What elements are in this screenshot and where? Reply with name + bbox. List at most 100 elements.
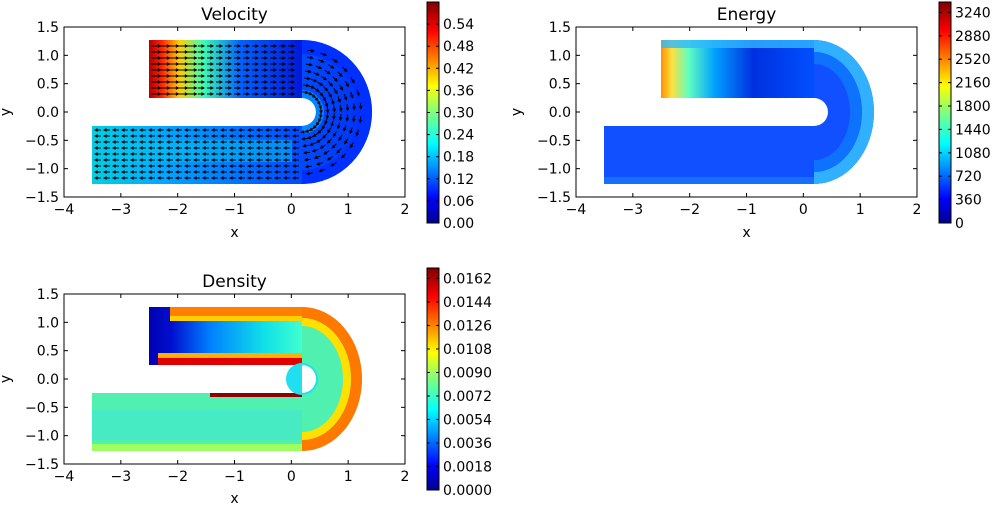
quiver-arrowhead — [111, 164, 116, 168]
quiver-arrowhead — [102, 134, 107, 138]
density-mid-wall — [158, 358, 302, 365]
colorbar-tick-label: 0.0090 — [443, 365, 492, 381]
quiver-arrowhead — [120, 158, 125, 162]
quiver-arrowhead — [291, 152, 296, 156]
quiver-arrowhead — [147, 134, 152, 138]
x-tick-label: 2 — [913, 202, 922, 218]
y-tick-label: 0.0 — [37, 372, 59, 388]
quiver-arrowhead — [156, 146, 161, 150]
quiver-arrowhead — [165, 176, 170, 180]
quiver-arrowhead — [129, 128, 134, 132]
quiver-arrowhead — [273, 92, 278, 96]
quiver-arrowhead — [201, 92, 206, 96]
velocity-field — [92, 40, 372, 184]
x-tick-label: 2 — [401, 469, 410, 485]
x-tick-label: 0 — [287, 202, 296, 218]
quiver-arrowhead — [337, 98, 341, 103]
colorbar-tick-label: 0 — [955, 216, 964, 232]
quiver-arrowhead — [228, 152, 233, 156]
quiver-arrowhead — [183, 134, 188, 138]
quiver-arrowhead — [309, 142, 314, 146]
quiver-arrowhead — [201, 170, 206, 174]
quiver-arrowhead — [183, 164, 188, 168]
quiver-arrowhead — [291, 140, 296, 144]
quiver-arrowhead — [320, 59, 325, 63]
x-tick-label: 2 — [401, 202, 410, 218]
quiver-arrowhead — [330, 162, 335, 167]
quiver-arrowhead — [264, 152, 269, 156]
quiver-arrowhead — [111, 146, 116, 150]
quiver-arrowhead — [210, 80, 215, 84]
quiver-arrowhead — [111, 170, 116, 174]
quiver-arrowhead — [183, 158, 188, 162]
x-tick-label: 0 — [287, 469, 296, 485]
quiver-arrowhead — [165, 134, 170, 138]
quiver-arrowhead — [138, 176, 143, 180]
quiver-arrowhead — [264, 128, 269, 132]
x-tick-label: −1 — [736, 202, 757, 218]
density-upper-edge2 — [170, 316, 302, 321]
velocity-ylabel: y — [0, 108, 14, 116]
quiver-arrowhead — [201, 44, 206, 48]
colorbar-tick-label: 2520 — [955, 52, 991, 68]
quiver-arrowhead — [282, 158, 287, 162]
quiver-arrowhead — [282, 134, 287, 138]
quiver-arrowhead — [111, 134, 116, 138]
quiver-arrowhead — [237, 146, 242, 150]
quiver-arrowhead — [192, 140, 197, 144]
quiver-arrowhead — [246, 134, 251, 138]
quiver-arrowhead — [273, 158, 278, 162]
quiver-arrowhead — [273, 74, 278, 78]
quiver-arrowhead — [201, 134, 206, 138]
density-lower-core — [92, 410, 302, 440]
quiver-arrowhead — [219, 74, 224, 78]
quiver-arrowhead — [183, 140, 188, 144]
quiver-arrowhead — [210, 146, 215, 150]
quiver-arrowhead — [183, 152, 188, 156]
velocity-domain-upper — [149, 40, 302, 98]
quiver-arrowhead — [264, 164, 269, 168]
quiver-arrowhead — [219, 86, 224, 90]
energy-colorbar — [938, 1, 952, 224]
colorbar-tick-label: 0.0036 — [443, 436, 492, 452]
quiver-arrowhead — [291, 80, 296, 84]
y-tick-label: 1.0 — [37, 315, 59, 331]
quiver-arrowhead — [193, 80, 198, 84]
quiver-arrowhead — [138, 152, 143, 156]
quiver-arrowhead — [303, 157, 309, 162]
quiver-arrowhead — [174, 128, 179, 132]
y-tick-label: −1.5 — [25, 190, 59, 206]
quiver-arrowhead — [219, 140, 224, 144]
quiver-arrowhead — [120, 134, 125, 138]
energy-bend-mid — [814, 52, 862, 172]
quiver-arrowhead — [201, 86, 206, 90]
quiver-arrowhead — [345, 117, 350, 122]
y-tick-label: −1.0 — [537, 162, 571, 178]
quiver-arrowhead — [120, 152, 125, 156]
quiver-arrowhead — [111, 176, 116, 180]
quiver-arrowhead — [237, 92, 242, 96]
quiver-arrowhead — [264, 68, 269, 72]
colorbar-tick-label: 2160 — [955, 76, 991, 92]
quiver-arrowhead — [93, 128, 98, 132]
x-tick-label: −2 — [167, 202, 188, 218]
quiver-arrowhead — [219, 164, 224, 168]
colorbar-tick-label: 0.0018 — [443, 459, 492, 475]
quiver-arrowhead — [264, 146, 269, 150]
density-mid-wall2 — [158, 353, 302, 358]
quiver-arrowhead — [193, 68, 198, 72]
quiver-arrowhead — [210, 86, 215, 90]
quiver-arrowhead — [174, 152, 179, 156]
quiver-arrowhead — [246, 86, 251, 90]
quiver-arrowhead — [102, 170, 107, 174]
quiver-arrowhead — [291, 86, 296, 90]
quiver-arrowhead — [291, 92, 296, 96]
energy-ticks: −4 −3 −2 −1 0 1 2 1.5 1.0 0.5 0.0 −0.5 −1.0 −1.5 — [537, 20, 921, 218]
quiver-arrowhead — [246, 176, 251, 180]
quiver-arrowhead — [210, 62, 215, 66]
x-tick-label: −4 — [566, 202, 587, 218]
quiver-arrowhead — [201, 50, 206, 54]
quiver-arrowhead — [331, 101, 335, 106]
quiver-arrowhead — [255, 50, 260, 54]
